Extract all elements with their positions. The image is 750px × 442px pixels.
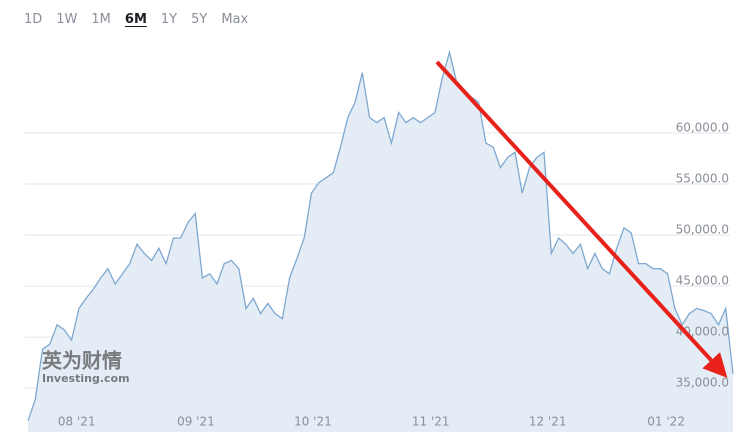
y-tick-label: 60,000.0 xyxy=(676,120,729,134)
x-tick-label: 01 '22 xyxy=(647,415,685,429)
range-button[interactable]: 1W xyxy=(56,12,78,27)
x-tick-label: 08 '21 xyxy=(58,415,96,429)
watermark-site: Investing.com xyxy=(42,372,130,385)
y-tick-label: 35,000.0 xyxy=(676,376,729,390)
x-tick-label: 11 '21 xyxy=(412,415,450,429)
line xyxy=(27,49,734,422)
x-tick-label: 09 '21 xyxy=(177,415,215,429)
range-button[interactable]: 6M xyxy=(124,12,147,27)
y-tick-label: 45,000.0 xyxy=(676,274,729,288)
y-tick-label: 55,000.0 xyxy=(676,171,729,185)
range-button[interactable]: 1M xyxy=(91,12,111,27)
range-button[interactable]: Max xyxy=(221,12,249,27)
range-button[interactable]: 1D xyxy=(24,12,43,27)
range-button[interactable]: 1Y xyxy=(160,12,178,27)
y-tick-label: 50,000.0 xyxy=(676,222,729,236)
area xyxy=(28,52,733,433)
x-tick-label: 10 '21 xyxy=(294,415,332,429)
annotation-arrow xyxy=(435,60,728,378)
range-toolbar: 1D 1W 1M 6M 1Y 5Y Max xyxy=(24,12,262,27)
range-button[interactable]: 5Y xyxy=(191,12,208,27)
x-tick-label: 12 '21 xyxy=(529,415,567,429)
watermark-brand: 英为财情 xyxy=(42,349,122,373)
plot: 35,000.040,000.045,000.050,000.055,000.0… xyxy=(25,49,734,433)
